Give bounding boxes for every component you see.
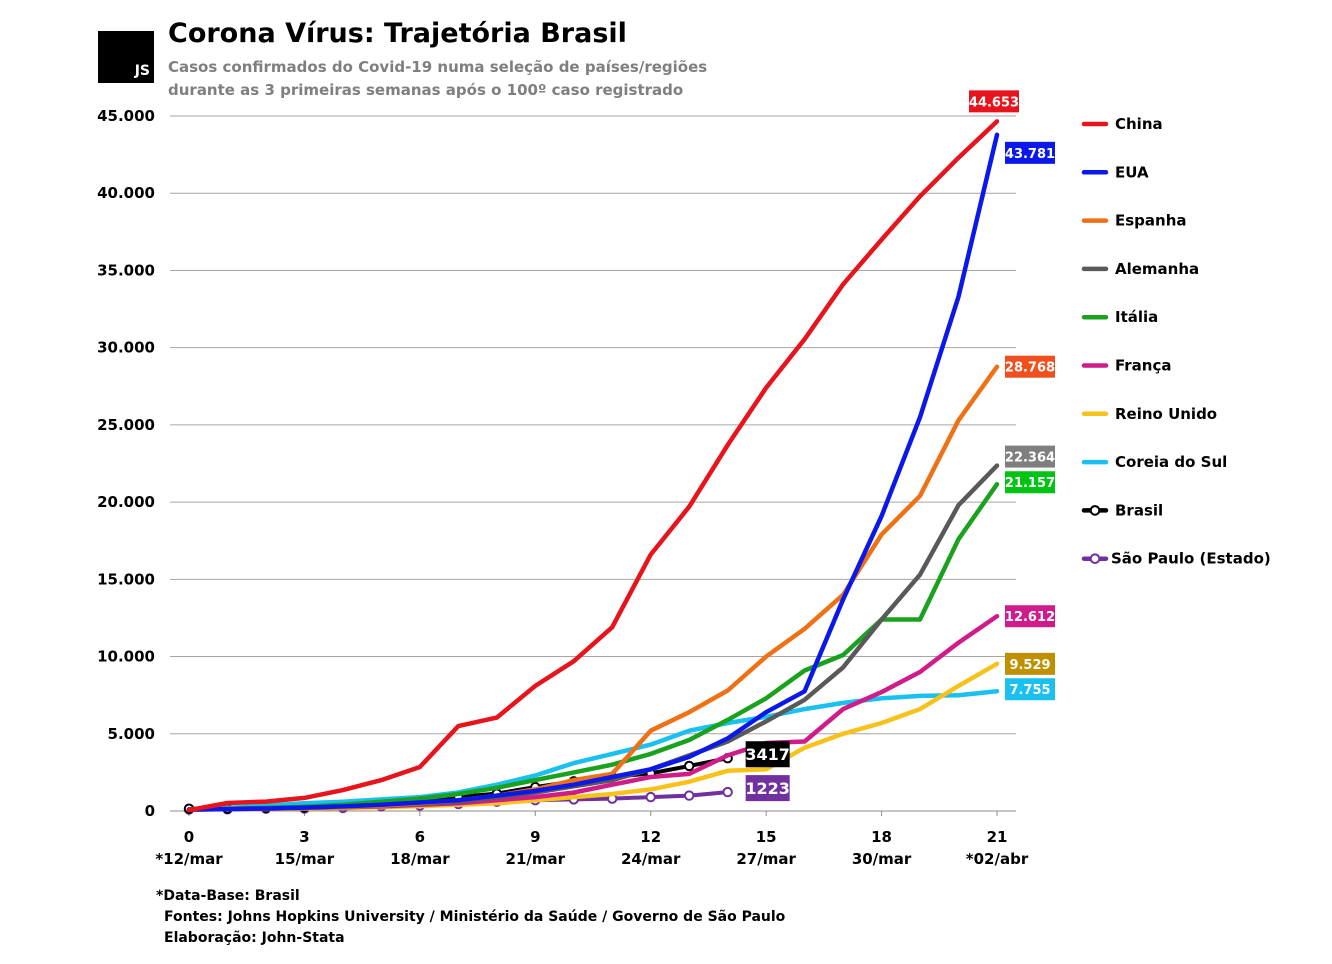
end-label-box: [1005, 471, 1055, 494]
end-label-value: 3417: [745, 745, 790, 764]
x-tick-day: 18: [871, 828, 892, 846]
legend-label: Coreia do Sul: [1115, 453, 1227, 471]
y-tick-label: 20.000: [97, 493, 155, 511]
y-tick-label: 5.000: [108, 725, 155, 743]
end-label-value: 1223: [745, 779, 790, 798]
footer: *Data-Base: Brasil Fontes: Johns Hopkins…: [156, 886, 785, 949]
legend: China EUA Espanha Alemanha Itália França Reino…: [1081, 115, 1271, 568]
x-axis-ticks: 0 *12/mar 3 15/mar 6 18/mar 9 21/mar 12 24/mar 15 2…: [155, 811, 1029, 868]
end-label-box: [1005, 445, 1055, 468]
x-tick-date: 30/mar: [852, 850, 912, 868]
y-axis-ticks: 0 5.000 10.000 15.000 20.000 25.000 30.000 35.0…: [97, 107, 155, 820]
legend-marker: [1089, 553, 1101, 565]
y-tick-label: 40.000: [97, 184, 155, 202]
series-lines: [183, 119, 1000, 815]
data-point: [722, 786, 733, 798]
end-labels: 44.653 43.781 28.768 22.364 21.157 12.612 9.52…: [745, 90, 1055, 802]
series-line-eua: [186, 132, 1000, 812]
end-label-box: [1005, 678, 1055, 701]
legend-label: França: [1115, 357, 1172, 375]
x-tick-day: 15: [756, 828, 777, 846]
y-tick-label: 30.000: [97, 339, 155, 357]
end-label-box: [1005, 605, 1055, 628]
y-tick-label: 25.000: [97, 416, 155, 434]
legend-label: Reino Unido: [1115, 405, 1217, 423]
x-tick-date: 24/mar: [621, 850, 681, 868]
logo: JS: [98, 31, 154, 83]
series-line-espanha: [186, 364, 1000, 812]
end-label-box: [745, 741, 790, 768]
chart-title: Corona Vírus: Trajetória Brasil: [168, 18, 627, 49]
data-point: [683, 760, 695, 772]
y-tick-label: 10.000: [97, 648, 155, 666]
y-tick-label: 0: [145, 802, 155, 820]
y-tick-label: 15.000: [97, 570, 155, 588]
x-tick-day: 21: [987, 828, 1008, 846]
x-tick-date: 18/mar: [390, 850, 450, 868]
footer-database: *Data-Base: Brasil: [156, 888, 300, 904]
end-label-value: 43.781: [1005, 147, 1055, 162]
x-tick-day: 0: [184, 828, 194, 846]
end-label-value: 28.768: [1005, 361, 1055, 376]
series-line-china: [186, 119, 1000, 813]
y-tick-label: 35.000: [97, 261, 155, 279]
end-label-value: 9.529: [1009, 658, 1050, 673]
legend-label: Alemanha: [1115, 260, 1199, 278]
x-tick-date: *02/abr: [966, 850, 1029, 868]
y-tick-label: 45.000: [97, 107, 155, 125]
legend-label: Brasil: [1115, 501, 1163, 519]
end-label-box: [1005, 141, 1055, 164]
x-tick-date: 15/mar: [275, 850, 335, 868]
chart-subtitle: Casos confirmados do Covid-19 numa seleç…: [168, 58, 708, 99]
data-point: [645, 791, 656, 803]
end-label-box: [1005, 355, 1055, 378]
end-label-value: 21.157: [1005, 476, 1055, 491]
x-tick-day: 6: [415, 828, 425, 846]
x-tick-day: 12: [640, 828, 661, 846]
end-label-value: 7.755: [1009, 683, 1050, 698]
footer-sources: Fontes: Johns Hopkins University / Minis…: [164, 909, 786, 925]
legend-label: São Paulo (Estado): [1111, 550, 1271, 568]
end-label-value: 12.612: [1005, 610, 1055, 625]
end-label-box: [969, 90, 1019, 113]
legend-label: Itália: [1115, 308, 1158, 326]
end-label-box: [745, 775, 790, 802]
footer-credits: Elaboração: John-Stata: [164, 930, 345, 946]
legend-label: China: [1115, 115, 1163, 133]
series-line-coreia-do-sul: [186, 688, 1000, 812]
legend-label: Espanha: [1115, 212, 1187, 230]
grid-lines: [170, 115, 1016, 812]
end-label-value: 22.364: [1005, 451, 1055, 466]
logo-text: JS: [134, 63, 150, 79]
x-tick-day: 3: [299, 828, 309, 846]
legend-marker: [1089, 505, 1101, 516]
x-tick-date: 27/mar: [736, 850, 796, 868]
end-label-value: 44.653: [969, 95, 1019, 110]
x-tick-day: 9: [530, 828, 540, 846]
x-tick-date: *12/mar: [155, 850, 223, 868]
legend-label: EUA: [1115, 163, 1149, 181]
x-tick-date: 21/mar: [506, 850, 566, 868]
end-label-box: [1005, 652, 1055, 675]
data-point: [683, 790, 695, 801]
